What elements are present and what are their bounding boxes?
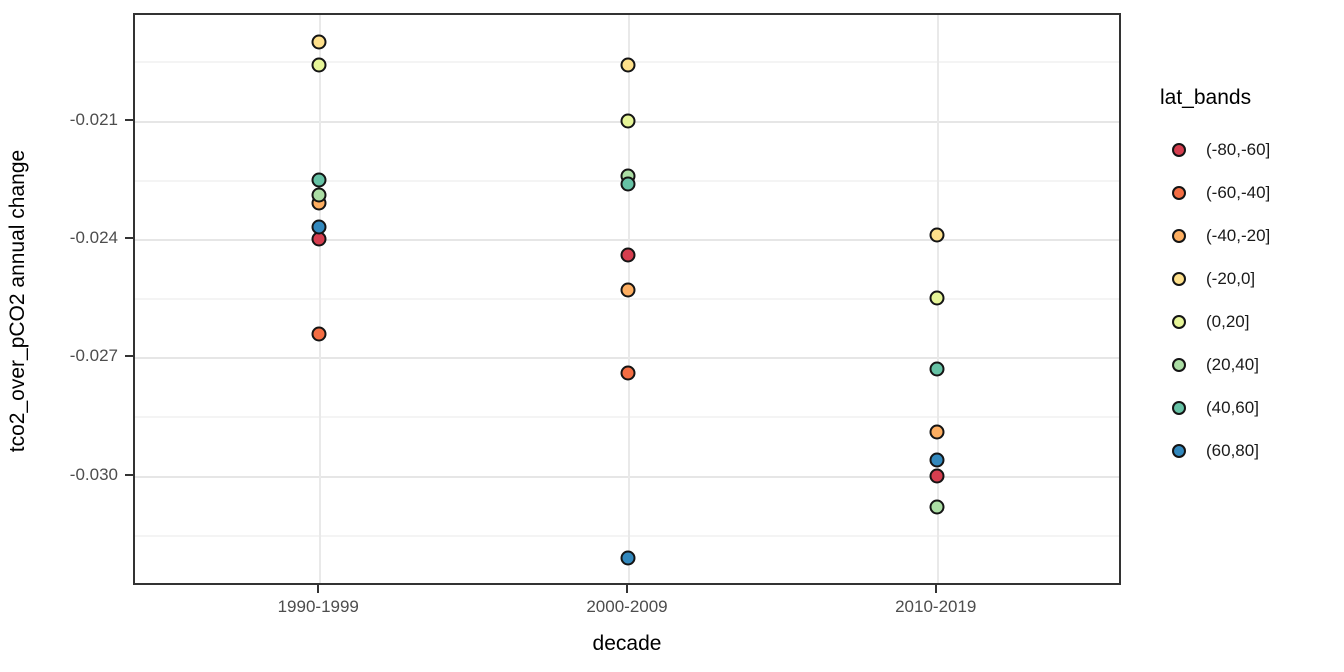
legend-item-label: (-20,0] bbox=[1206, 268, 1256, 288]
data-point bbox=[929, 452, 945, 468]
data-point bbox=[620, 247, 636, 263]
y-major-gridline bbox=[135, 238, 1119, 241]
legend-item-label: (60,80] bbox=[1206, 440, 1259, 460]
data-point bbox=[620, 57, 636, 73]
data-point bbox=[929, 424, 945, 440]
y-axis-tick bbox=[125, 118, 133, 121]
x-tick-label: 2010-2019 bbox=[895, 597, 977, 616]
legend-items: (-80,-60] (-60,-40] (-40,-20] (-20,0] (0,20]… bbox=[1160, 128, 1340, 472]
data-point bbox=[311, 57, 327, 73]
legend-item: (-60,-40] bbox=[1160, 171, 1340, 214]
data-point bbox=[311, 172, 327, 188]
legend-item: (-40,-20] bbox=[1160, 214, 1340, 257]
y-tick-label: -0.027 bbox=[69, 346, 118, 366]
y-minor-gridline bbox=[135, 534, 1119, 537]
x-tick-label: 2000-2009 bbox=[586, 597, 668, 616]
legend-key-dot bbox=[1172, 314, 1186, 329]
legend-item: (-80,-60] bbox=[1160, 128, 1340, 171]
legend-item: (20,40] bbox=[1160, 343, 1340, 386]
plot-panel bbox=[133, 13, 1121, 585]
legend-key-dot bbox=[1172, 443, 1186, 458]
x-tick-label: 1990-1999 bbox=[277, 597, 359, 616]
x-axis-tick bbox=[317, 585, 320, 593]
x-major-gridline bbox=[628, 15, 630, 583]
data-point bbox=[929, 361, 945, 377]
data-point bbox=[620, 176, 636, 192]
x-axis-tick bbox=[626, 585, 628, 593]
legend-item-label: (20,40] bbox=[1206, 354, 1259, 374]
legend-item-label: (0,20] bbox=[1206, 311, 1250, 331]
legend-item: (-20,0] bbox=[1160, 257, 1340, 300]
legend-item-label: (-40,-20] bbox=[1206, 225, 1271, 245]
data-point bbox=[929, 290, 945, 306]
legend-item: (40,60] bbox=[1160, 386, 1340, 429]
y-minor-gridline bbox=[135, 298, 1119, 301]
legend-key-dot bbox=[1172, 271, 1186, 286]
y-minor-gridline bbox=[135, 416, 1119, 419]
legend-item-label: (40,60] bbox=[1206, 397, 1259, 417]
data-point bbox=[620, 365, 636, 381]
data-point bbox=[620, 113, 636, 128]
y-axis-title: tco2_over_pCO2 annual change bbox=[6, 149, 29, 453]
y-major-gridline bbox=[135, 475, 1119, 478]
data-point bbox=[311, 187, 327, 203]
x-major-gridline bbox=[319, 15, 322, 583]
y-tick-label: -0.021 bbox=[69, 109, 118, 129]
data-point bbox=[929, 499, 945, 515]
legend-item: (60,80] bbox=[1160, 429, 1340, 472]
y-axis-tick bbox=[125, 355, 133, 358]
legend-key-dot bbox=[1172, 357, 1186, 372]
data-point bbox=[929, 227, 945, 243]
y-axis-tick bbox=[125, 473, 133, 476]
legend-item-label: (-60,-40] bbox=[1206, 182, 1271, 202]
legend-item: (0,20] bbox=[1160, 300, 1340, 343]
y-major-gridline bbox=[135, 357, 1119, 360]
data-point bbox=[311, 34, 327, 50]
x-axis-title: decade bbox=[592, 632, 662, 655]
data-point bbox=[311, 326, 327, 342]
data-point bbox=[620, 550, 636, 566]
y-tick-label: -0.024 bbox=[69, 227, 118, 247]
legend-key-dot bbox=[1172, 185, 1186, 200]
data-point bbox=[311, 219, 327, 235]
y-axis-tick bbox=[125, 236, 133, 239]
legend-key-dot bbox=[1172, 142, 1186, 157]
legend: lat_bands (-80,-60] (-60,-40] (-40,-20] (-2… bbox=[1160, 86, 1340, 472]
y-tick-label: -0.030 bbox=[69, 464, 118, 484]
legend-key-dot bbox=[1172, 228, 1186, 243]
data-point bbox=[929, 468, 945, 484]
legend-title: lat_bands bbox=[1160, 86, 1252, 109]
legend-item-label: (-80,-60] bbox=[1206, 139, 1271, 159]
x-axis-tick bbox=[934, 585, 937, 593]
legend-key-dot bbox=[1172, 400, 1186, 415]
data-point bbox=[620, 282, 636, 298]
